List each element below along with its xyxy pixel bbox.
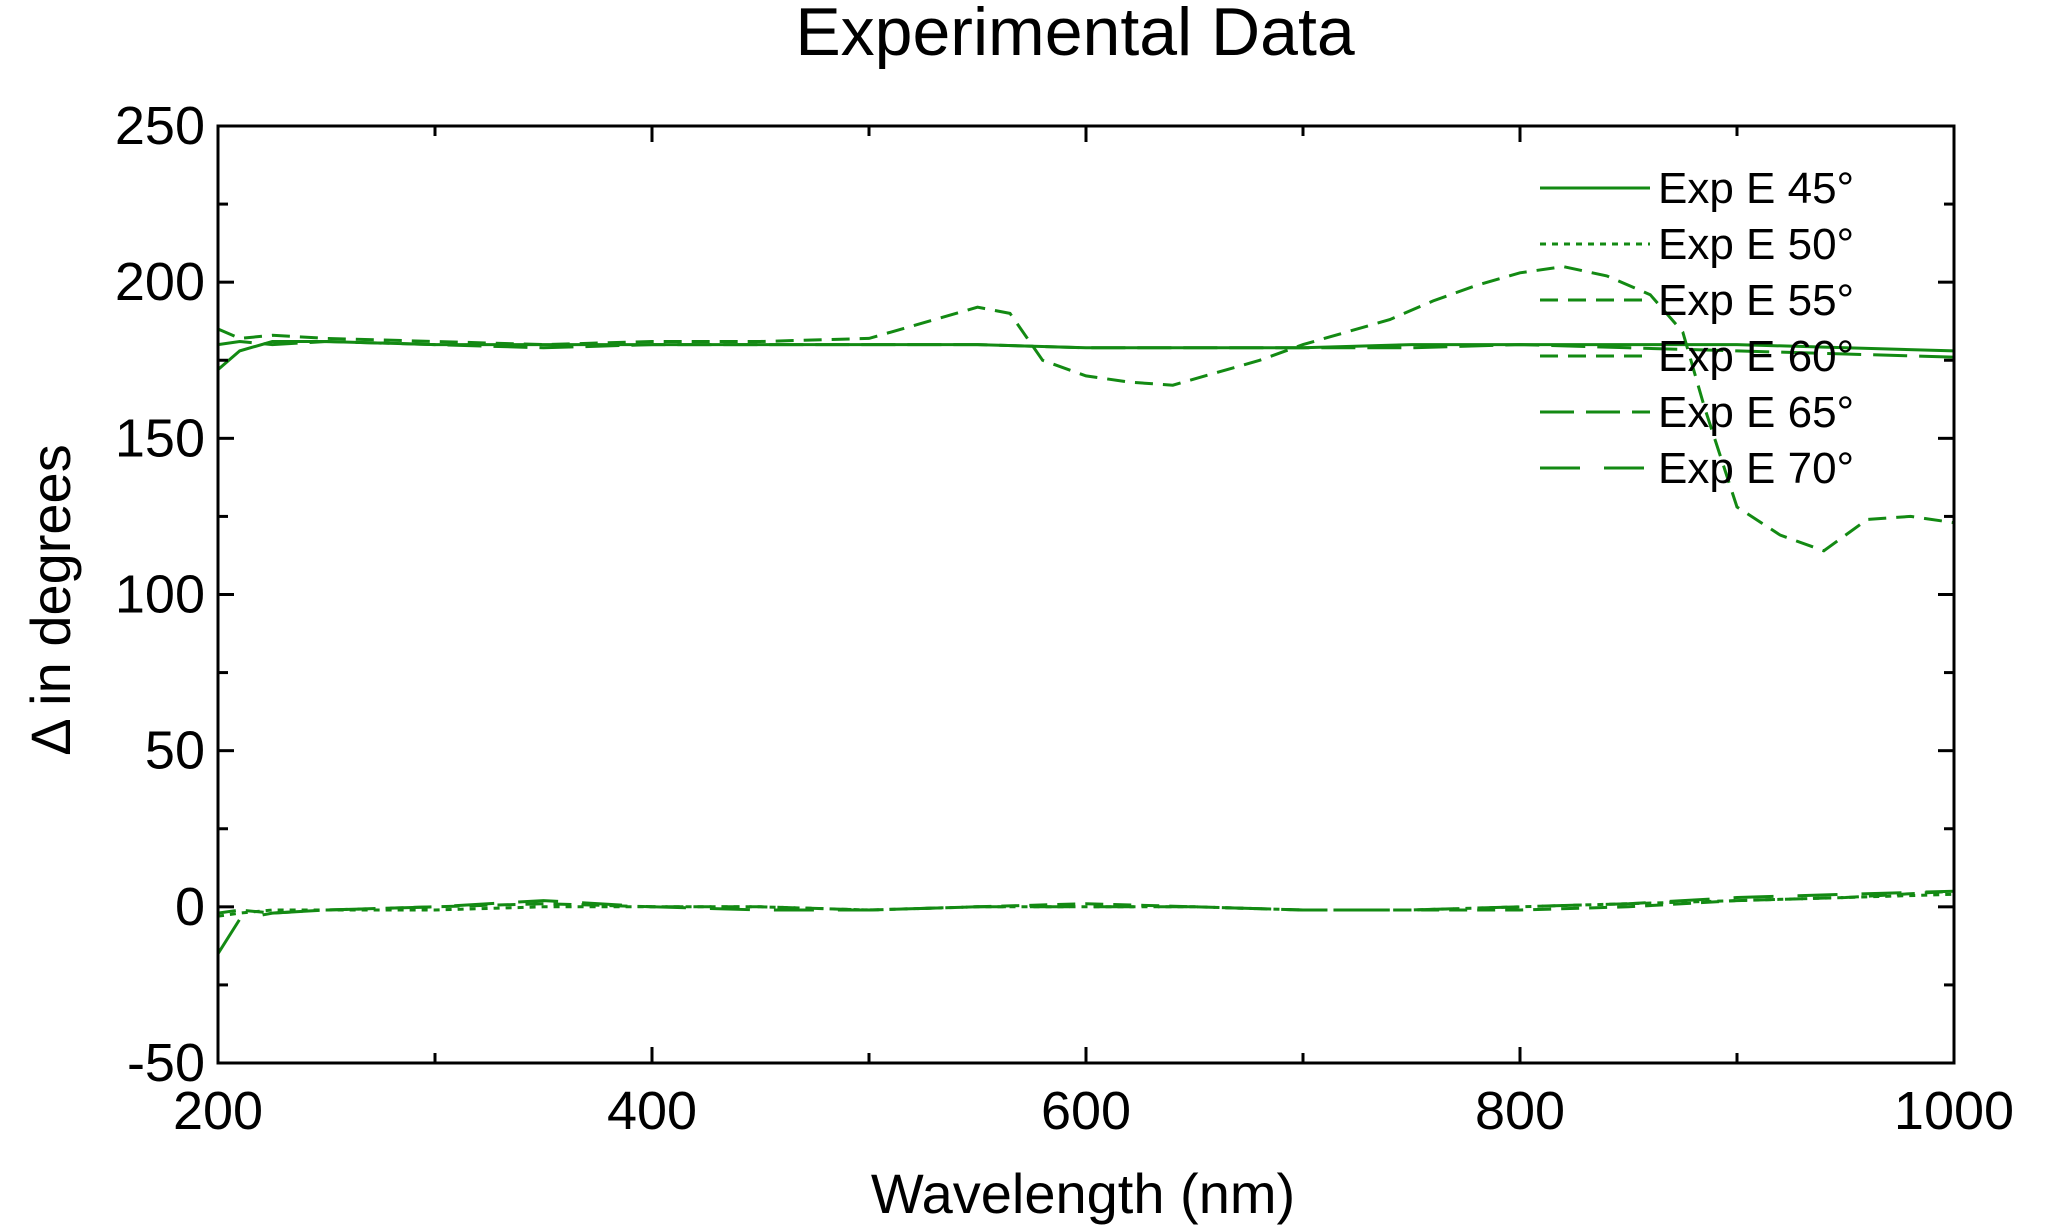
y-tick-label: 150 (115, 408, 205, 468)
legend: Exp E 45° Exp E 50° Exp E 55° Exp E 60° Exp … (1540, 164, 1854, 493)
legend-label-4: Exp E 60° (1658, 332, 1854, 381)
series-layer (216, 265, 1955, 955)
x-tick-label: 1000 (1894, 1081, 2014, 1141)
legend-label-1: Exp E 45° (1658, 164, 1854, 213)
series-line-3 (217, 265, 1955, 553)
chart-title: Experimental Data (795, 0, 1355, 70)
y-tick-label: 50 (145, 721, 205, 781)
y-axis-label: Δ in degrees (19, 444, 82, 755)
legend-label-3: Exp E 55° (1658, 276, 1854, 325)
legend-label-5: Exp E 65° (1658, 388, 1854, 437)
y-tick-label: 250 (115, 96, 205, 156)
tick-layer: 200 400 600 800 1000 -50 0 50 100 150 200 250 (115, 96, 2014, 1141)
series-line-5 (217, 339, 1955, 359)
legend-label-6: Exp E 70° (1658, 444, 1854, 493)
y-tick-label: 200 (115, 252, 205, 312)
x-tick-label: 200 (173, 1081, 263, 1141)
y-tick-label: 100 (115, 565, 205, 625)
y-tick-label: 0 (175, 877, 205, 937)
x-tick-label: 800 (1475, 1081, 1565, 1141)
plot-frame (216, 124, 1956, 1065)
legend-label-2: Exp E 50° (1658, 220, 1854, 269)
series-line-6 (216, 889, 1955, 955)
x-tick-label: 400 (607, 1081, 697, 1141)
y-tick-label: -50 (127, 1033, 205, 1093)
x-tick-label: 600 (1041, 1081, 1131, 1141)
x-axis-label: Wavelength (nm) (871, 1162, 1295, 1225)
